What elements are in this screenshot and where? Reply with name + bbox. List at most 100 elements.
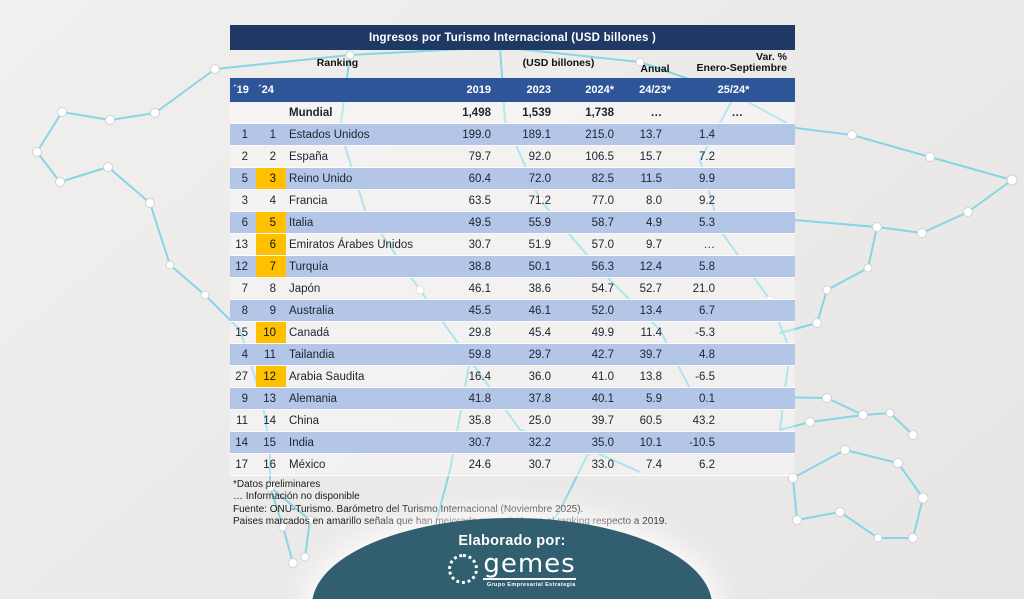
rank-2019-cell: 12 <box>235 260 248 273</box>
value-2023-cell: 51.9 <box>528 238 551 251</box>
value-2019-cell: 59.8 <box>468 348 491 361</box>
rank-2024-cell: 7 <box>256 256 286 277</box>
value-2024-cell: 42.7 <box>591 348 614 361</box>
gemes-wordmark: gemes <box>483 549 576 580</box>
value-2024-cell: 40.1 <box>591 392 614 405</box>
anual-change-cell: 11.5 <box>640 172 662 185</box>
value-2019-cell: 29.8 <box>468 326 491 339</box>
country-name-cell: Turquía <box>289 260 329 273</box>
rank-2024-cell: 11 <box>264 348 276 361</box>
country-name-cell: Italia <box>289 216 314 229</box>
value-2023-cell: 55.9 <box>528 216 551 229</box>
anual-change-cell: 39.7 <box>639 348 662 361</box>
value-2024-cell: 215.0 <box>585 128 614 141</box>
value-2023-cell: 45.4 <box>528 326 551 339</box>
col-header-2019: 2019 <box>466 84 491 96</box>
country-name-cell: Tailandia <box>289 348 335 361</box>
value-2023-cell: 30.7 <box>528 458 551 471</box>
rank-2024-cell: 4 <box>269 194 276 207</box>
value-2024-cell: 39.7 <box>591 414 614 427</box>
value-2019-cell: 79.7 <box>468 150 491 163</box>
rank-2024-cell: 12 <box>256 366 286 387</box>
var-jan-sep-cell: 6.2 <box>699 458 715 471</box>
col-header-2024: 2024* <box>585 84 614 96</box>
gemes-tagline: Grupo Empresarial Estrategia <box>486 582 576 588</box>
world-row-label: Mundial <box>289 106 333 119</box>
rank-2024-cell: 14 <box>263 414 276 427</box>
anual-change-cell: 7.4 <box>646 458 662 471</box>
value-2023-cell: 46.1 <box>528 304 551 317</box>
value-2023-cell: 32.2 <box>528 436 551 449</box>
value-2023-cell: 36.0 <box>528 370 551 383</box>
country-name-cell: Emiratos Árabes Unidos <box>289 238 413 251</box>
anual-change-cell: 8.0 <box>646 194 662 207</box>
rank-2019-cell: 5 <box>241 172 248 185</box>
value-2019-cell: 63.5 <box>468 194 491 207</box>
country-name-cell: Reino Unido <box>289 172 353 185</box>
var-jan-sep-cell: 9.2 <box>699 194 715 207</box>
var-jan-sep-cell: 9.9 <box>699 172 715 185</box>
world-total-row: Mundial 1,498 1,539 1,738 … … <box>230 102 795 124</box>
var-jan-sep-cell: 7.2 <box>699 150 715 163</box>
table-row: 27 12 Arabia Saudita 16.4 36.0 41.0 13.8… <box>230 366 795 388</box>
rank-2019-cell: 14 <box>235 436 248 449</box>
rank-2019-cell: 3 <box>241 194 248 207</box>
rank-2024-cell: 1 <box>269 128 276 141</box>
rank-2024-cell: 15 <box>263 436 276 449</box>
table-row: 13 6 Emiratos Árabes Unidos 30.7 51.9 57… <box>230 234 795 256</box>
country-name-cell: Canadá <box>289 326 330 339</box>
value-2024-cell: 52.0 <box>591 304 614 317</box>
elaborado-label: Elaborado por: <box>458 533 566 549</box>
anual-change-cell: 10.1 <box>639 436 662 449</box>
var-jan-sep-cell: -5.3 <box>695 326 715 339</box>
gemes-dotted-circle-icon <box>448 554 479 584</box>
value-2023-cell: 25.0 <box>528 414 551 427</box>
rank-2024-cell: 16 <box>263 458 276 471</box>
value-2023-cell: 71.2 <box>528 194 551 207</box>
value-2019-cell: 24.6 <box>468 458 491 471</box>
table-row: 8 9 Australia 45.5 46.1 52.0 13.4 6.7 <box>230 300 795 322</box>
gemes-logo: gemes Grupo Empresarial Estrategia <box>448 549 576 588</box>
rank-2024-cell: 10 <box>256 322 286 343</box>
value-2024-cell: 82.5 <box>591 172 614 185</box>
value-2019-cell: 49.5 <box>468 216 491 229</box>
rank-2024-cell: 13 <box>263 392 276 405</box>
rank-2019-cell: 4 <box>241 348 248 361</box>
var-label-line2: Enero-Septiembre <box>696 61 787 74</box>
anual-change-cell: 11.4 <box>640 326 662 339</box>
col-header-var: 25/24* <box>717 84 750 96</box>
var-jan-sep-cell: 5.8 <box>699 260 715 273</box>
value-2023-cell: 38.6 <box>528 282 551 295</box>
rank-2019-cell: 1 <box>241 128 248 141</box>
rank-2024-cell: 5 <box>256 212 286 233</box>
table-row: 5 3 Reino Unido 60.4 72.0 82.5 11.5 9.9 <box>230 168 795 190</box>
table-row: 12 7 Turquía 38.8 50.1 56.3 12.4 5.8 <box>230 256 795 278</box>
rank-2019-cell: 15 <box>235 326 248 339</box>
rank-2024-cell: 6 <box>256 234 286 255</box>
value-2019-cell: 46.1 <box>468 282 491 295</box>
rank-2024-cell: 2 <box>269 150 276 163</box>
country-name-cell: China <box>289 414 320 427</box>
rank-2019-cell: 9 <box>241 392 248 405</box>
value-2023-cell: 37.8 <box>528 392 551 405</box>
world-anual: … <box>650 106 663 119</box>
value-2024-cell: 58.7 <box>591 216 614 229</box>
value-2019-cell: 30.7 <box>468 436 491 449</box>
table-row: 6 5 Italia 49.5 55.9 58.7 4.9 5.3 <box>230 212 795 234</box>
rank-2019-cell: 7 <box>241 282 248 295</box>
value-2023-cell: 189.1 <box>522 128 551 141</box>
footnote-na: … Información no disponible <box>233 491 360 503</box>
var-jan-sep-cell: 21.0 <box>692 282 715 295</box>
anual-change-cell: 4.9 <box>646 216 662 229</box>
value-2019-cell: 38.8 <box>468 260 491 273</box>
value-2024-cell: 77.0 <box>591 194 614 207</box>
col-header-rank24: ´24 <box>258 84 274 96</box>
value-2024-cell: 57.0 <box>591 238 614 251</box>
table-row: 11 14 China 35.8 25.0 39.7 60.5 43.2 <box>230 410 795 432</box>
anual-change-cell: 12.4 <box>639 260 662 273</box>
table-row: 4 11 Tailandia 59.8 29.7 42.7 39.7 4.8 <box>230 344 795 366</box>
table-row: 9 13 Alemania 41.8 37.8 40.1 5.9 0.1 <box>230 388 795 410</box>
footnote-source: Fuente: ONU-Turismo. Barómetro del Turis… <box>233 503 584 515</box>
rank-2019-cell: 2 <box>241 150 248 163</box>
